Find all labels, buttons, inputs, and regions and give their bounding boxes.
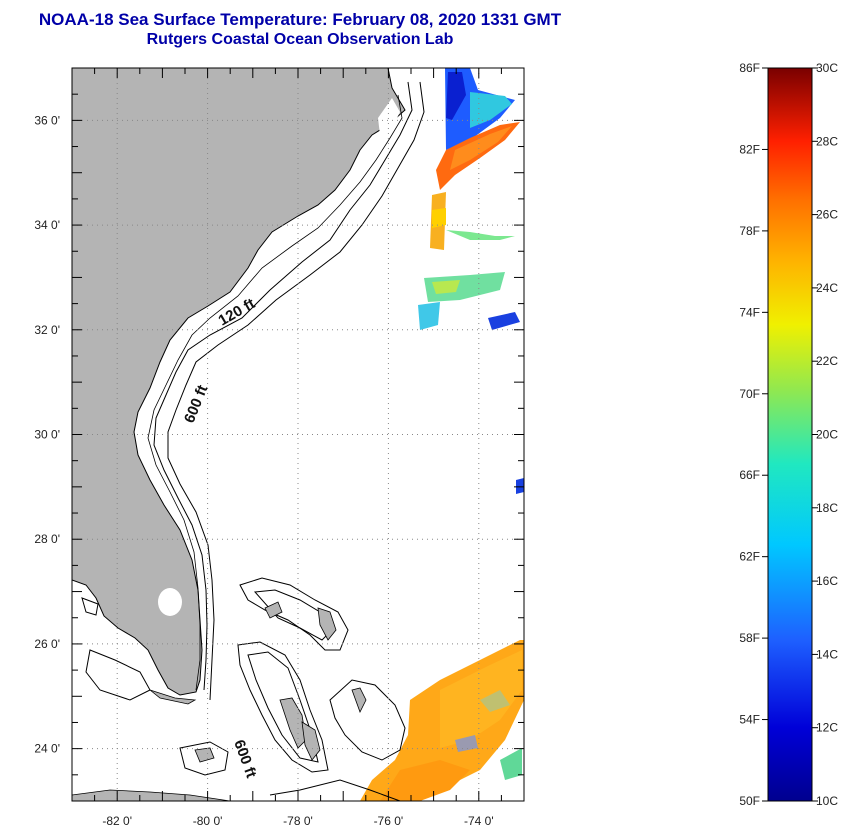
sst-swath-south bbox=[360, 640, 524, 801]
lake-okeechobee bbox=[158, 588, 182, 616]
map-title: NOAA-18 Sea Surface Temperature: Februar… bbox=[0, 10, 600, 50]
colorbar-label-f: 58F bbox=[739, 631, 760, 645]
colorbar: 86F 82F 78F 74F 70F 66F 62F 58F 54F 50F 30C 28C 26C 2… bbox=[739, 61, 838, 808]
lat-tick-label: 34 0' bbox=[34, 218, 60, 232]
colorbar-label-f: 54F bbox=[739, 713, 760, 727]
title-line-1: NOAA-18 Sea Surface Temperature: Februar… bbox=[38, 10, 562, 29]
colorbar-label-c: 22C bbox=[816, 354, 838, 368]
bahamas-islands bbox=[72, 601, 367, 801]
colorbar-label-c: 28C bbox=[816, 134, 838, 148]
colorbar-label-f: 82F bbox=[739, 142, 760, 156]
pamlico-sound bbox=[378, 98, 400, 135]
colorbar-label-f: 62F bbox=[739, 550, 760, 564]
colorbar-label-c: 24C bbox=[816, 281, 838, 295]
lat-tick-label: 32 0' bbox=[34, 323, 60, 337]
lat-tick-label: 24 0' bbox=[34, 742, 60, 756]
florida-keys bbox=[149, 689, 197, 705]
lon-tick-label: -80 0' bbox=[193, 814, 223, 828]
axis-tick-labels: -82 0' -80 0' -78 0' -76 0' -74 0' 36 0' 34 0'… bbox=[34, 113, 493, 828]
lat-tick-label: 36 0' bbox=[34, 113, 60, 127]
colorbar-label-f: 74F bbox=[739, 305, 760, 319]
grid-lines bbox=[72, 68, 524, 801]
us-landmass bbox=[72, 68, 406, 696]
colorbar-label-f: 86F bbox=[739, 61, 760, 75]
lat-tick-label: 28 0' bbox=[34, 532, 60, 546]
colorbar-label-c: 30C bbox=[816, 61, 838, 75]
colorbar-label-c: 20C bbox=[816, 428, 838, 442]
lat-tick-label: 26 0' bbox=[34, 637, 60, 651]
colorbar-label-c: 16C bbox=[816, 574, 838, 588]
colorbar-label-c: 10C bbox=[816, 794, 838, 808]
lon-tick-label: -78 0' bbox=[283, 814, 313, 828]
colorbar-gradient bbox=[767, 67, 813, 802]
axis-ticks bbox=[71, 67, 525, 802]
contour-600ft bbox=[167, 81, 425, 701]
colorbar-label-f: 66F bbox=[739, 468, 760, 482]
lon-tick-label: -76 0' bbox=[374, 814, 404, 828]
contour-nearshore bbox=[147, 94, 403, 691]
lat-tick-label: 30 0' bbox=[34, 428, 60, 442]
colorbar-label-f: 78F bbox=[739, 224, 760, 238]
map-plot: 120 ft 600 ft 600 ft -82 0' -80 0' -78 0' -… bbox=[34, 67, 525, 828]
colorbar-label-c: 14C bbox=[816, 647, 838, 661]
colorbar-label-f: 70F bbox=[739, 387, 760, 401]
sst-swath-north bbox=[418, 68, 524, 494]
colorbar-labels: 86F 82F 78F 74F 70F 66F 62F 58F 54F 50F 30C 28C 26C 2… bbox=[739, 61, 838, 808]
lon-tick-label: -74 0' bbox=[464, 814, 494, 828]
colorbar-label-c: 26C bbox=[816, 208, 838, 222]
colorbar-label-c: 18C bbox=[816, 501, 838, 515]
title-line-2: Rutgers Coastal Ocean Observation Lab bbox=[146, 31, 454, 48]
colorbar-label-f: 50F bbox=[739, 794, 760, 808]
colorbar-label-c: 12C bbox=[816, 721, 838, 735]
lon-tick-label: -82 0' bbox=[102, 814, 132, 828]
contour-120ft bbox=[153, 81, 413, 691]
